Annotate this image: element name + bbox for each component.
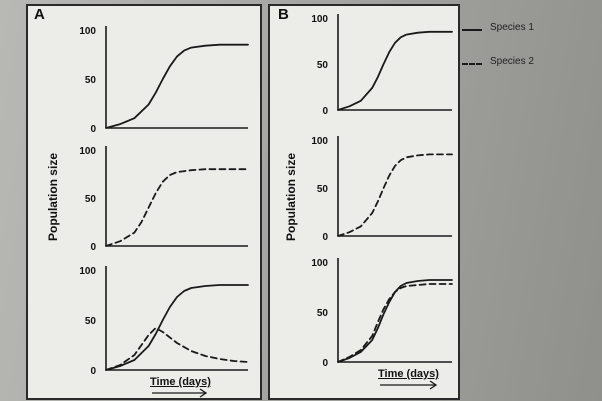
panel-b-row-3-series-species-2-line (337, 283, 453, 363)
panel-b-row-3-ytick-100: 100 (311, 258, 328, 269)
legend-label-species-1: Species 1 (490, 22, 534, 33)
panel-a-row-1-series-species-1-line (105, 43, 249, 129)
panel-b-row-2-series-species-2-line (337, 153, 453, 237)
legend-label-species-2: Species 2 (490, 56, 534, 67)
panel-b-row-2-ytick-50: 50 (317, 184, 329, 195)
panel-a-row-3-series-species-2-line (105, 327, 249, 371)
panel-b-row-1-ytick-0: 0 (322, 106, 328, 117)
panel-a-row-3-ytick-100: 100 (79, 266, 96, 277)
legend-item-species-2: Species 2 (462, 56, 592, 70)
panel-b-row-1-ytick-100: 100 (311, 14, 328, 25)
legend-item-species-1: Species 1 (462, 22, 592, 36)
legend: Species 1 Species 2 (462, 4, 598, 74)
panel-b-frame (268, 4, 460, 400)
panel-a-row-3-ytick-50: 50 (85, 316, 97, 327)
panel-a-row-3-series-species-1-line (105, 284, 249, 371)
panel-b-time-arrow (380, 380, 438, 390)
panel-b-row-2-ytick-100: 100 (311, 136, 328, 147)
panel-b-letter: B (278, 6, 289, 23)
legend-solid-swatch (462, 29, 482, 31)
panel-b-row-3-ytick-0: 0 (322, 358, 328, 369)
panel-a-row-2-ytick-100: 100 (79, 146, 96, 157)
panel-a-letter: A (34, 6, 45, 23)
panel-b-row-3-ytick-50: 50 (317, 308, 329, 319)
panel-a-row-2-ytick-50: 50 (85, 194, 97, 205)
panel-a-frame (26, 4, 262, 400)
panel-a-row-2-series-species-2-line (105, 168, 249, 247)
panel-b-row-1-ytick-50: 50 (317, 60, 329, 71)
legend-dashed-swatch (462, 63, 482, 65)
panel-b-xlabel: Time (days) (378, 368, 439, 380)
panel-b-row-1-series-species-1-line (337, 30, 453, 111)
panel-a-xlabel: Time (days) (150, 376, 211, 388)
panel-a-time-arrow (152, 388, 208, 398)
panel-a-row-3-ytick-0: 0 (90, 366, 96, 377)
panel-b-row-3-series-species-1-line (337, 279, 453, 363)
panel-b-row-2-ytick-0: 0 (322, 232, 328, 243)
panel-a-row-1-ytick-0: 0 (90, 124, 96, 135)
panel-a-row-2-ytick-0: 0 (90, 242, 96, 253)
panel-a-row-1-ytick-100: 100 (79, 26, 96, 37)
panel-a-row-1-ytick-50: 50 (85, 75, 97, 86)
